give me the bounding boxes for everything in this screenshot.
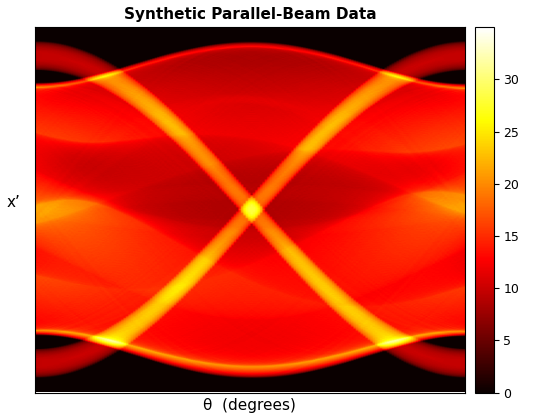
- Y-axis label: x’: x’: [7, 195, 21, 210]
- X-axis label: θ  (degrees): θ (degrees): [203, 398, 296, 413]
- Title: Synthetic Parallel-Beam Data: Synthetic Parallel-Beam Data: [124, 7, 376, 22]
